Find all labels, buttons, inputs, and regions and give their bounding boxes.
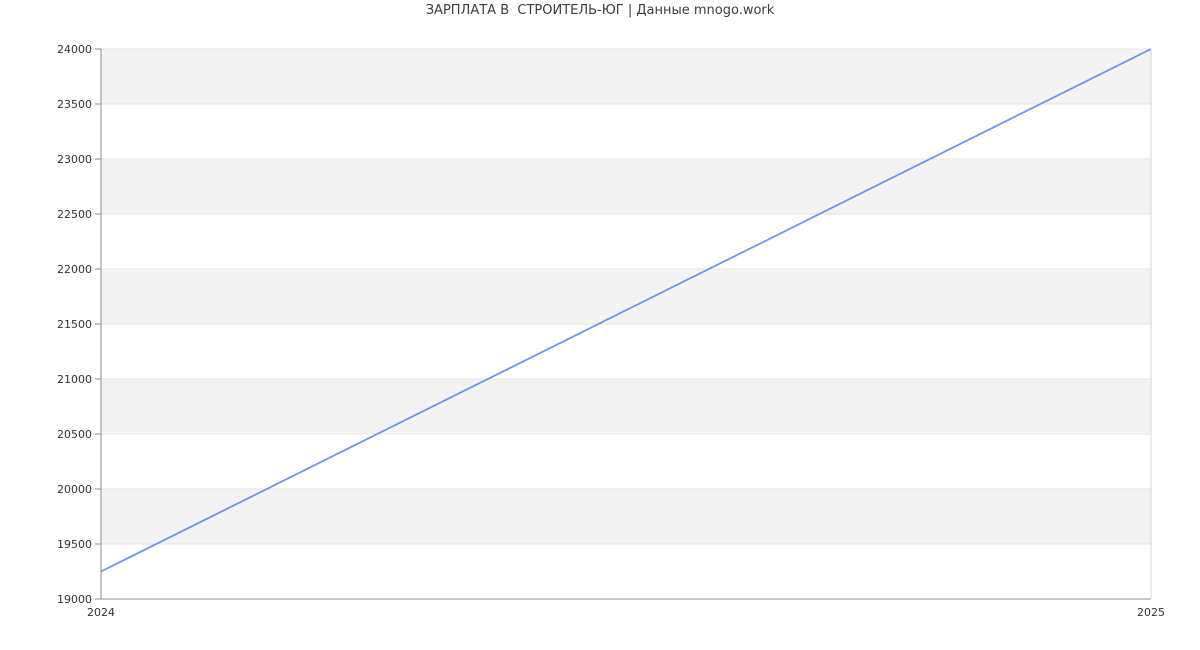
- y-tick-label: 19000: [57, 593, 92, 606]
- y-tick-label: 24000: [57, 43, 92, 56]
- y-tick-label: 23000: [57, 153, 92, 166]
- y-tick-label: 21000: [57, 373, 92, 386]
- grid-band: [101, 159, 1151, 214]
- grid-band: [101, 269, 1151, 324]
- y-tick-label: 22000: [57, 263, 92, 276]
- y-tick-label: 20500: [57, 428, 92, 441]
- chart-title: ЗАРПЛАТА В СТРОИТЕЛЬ-ЮГ | Данные mnogo.w…: [425, 3, 775, 18]
- x-tick-label: 2025: [1137, 606, 1165, 619]
- grid-band: [101, 489, 1151, 544]
- grid-band: [101, 379, 1151, 434]
- y-tick-label: 23500: [57, 98, 92, 111]
- data-line: [100, 48, 1152, 573]
- y-tick-label: 19500: [57, 538, 92, 551]
- grid-band: [101, 49, 1151, 104]
- y-tick-label: 20000: [57, 483, 92, 496]
- x-tick-label: 2024: [87, 606, 115, 619]
- y-tick-label: 21500: [57, 318, 92, 331]
- y-tick-label: 22500: [57, 208, 92, 221]
